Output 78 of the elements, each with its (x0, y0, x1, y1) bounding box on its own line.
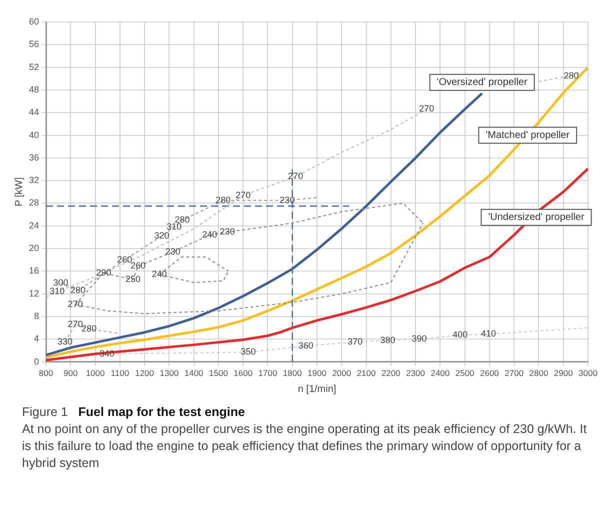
y-tick-label: 12 (28, 288, 40, 298)
annotation: 390 (412, 334, 427, 344)
annotation: 400 (452, 330, 468, 340)
x-tick-label: 2200 (381, 368, 401, 378)
x-tick-label: 2300 (406, 368, 426, 378)
y-tick-label: 24 (28, 220, 40, 230)
x-tick-label: 1400 (184, 368, 204, 378)
y-tick-label: 20 (28, 243, 40, 254)
annotation: 280 (216, 194, 231, 205)
annotation: 230 (165, 246, 180, 256)
y-tick-label: 36 (28, 152, 40, 162)
x-tick-label: 1000 (86, 368, 106, 378)
annotation: 230 (220, 226, 235, 237)
x-tick-label: 2900 (554, 368, 574, 378)
x-tick-label: 1200 (135, 368, 154, 378)
y-tick-label: 16 (28, 266, 40, 276)
x-tick-label: 3000 (578, 368, 598, 378)
annotation: 280 (82, 323, 97, 334)
annotation: 380 (380, 334, 396, 345)
y-tick-label: 40 (28, 130, 40, 140)
annotation: 260 (130, 260, 146, 271)
x-tick-label: 1100 (110, 368, 130, 378)
x-tick-label: 800 (38, 368, 54, 378)
y-tick-label: 60 (28, 16, 40, 26)
annotation: 310 (166, 221, 182, 232)
annotation: 'Undersized' propeller (488, 212, 585, 224)
annotation: 410 (480, 328, 496, 339)
annotation: 290 (96, 267, 112, 278)
x-tick-label: 1500 (209, 368, 228, 378)
annotation: 240 (202, 229, 218, 240)
x-tick-label: 2400 (430, 368, 450, 378)
annotation: 'Oversized' propeller (436, 77, 528, 88)
annotation: 300 (53, 278, 68, 288)
y-tick-label: 32 (28, 175, 40, 186)
x-tick-label: 2500 (455, 368, 475, 378)
y-tick-label: 52 (28, 62, 40, 72)
annotation: 310 (50, 286, 65, 296)
annotation: 350 (240, 346, 256, 357)
annotation: 360 (298, 340, 314, 350)
annotation: 270 (68, 318, 83, 329)
y-tick-label: 44 (28, 107, 40, 118)
x-tick-label: 2800 (529, 368, 548, 378)
annotation: 370 (348, 336, 363, 346)
x-tick-label: 1800 (282, 368, 302, 378)
annotation: 250 (125, 274, 140, 284)
x-tick-label: 2100 (356, 368, 376, 378)
x-axis-title: n [1/min] (298, 384, 336, 395)
x-tick-label: 2700 (504, 368, 524, 378)
y-tick-label: 48 (28, 84, 40, 94)
x-tick-label: 1300 (160, 368, 179, 378)
x-tick-label: 2600 (480, 368, 500, 378)
x-tick-label: 1600 (234, 368, 253, 378)
annotation: 340 (99, 348, 114, 358)
y-tick-label: 28 (28, 198, 40, 208)
x-tick-label: 2000 (332, 368, 352, 378)
text: Fuel map for the test engine (78, 405, 245, 419)
annotation: 270 (68, 299, 83, 310)
annotation: 320 (154, 230, 170, 241)
y-tick-label: 0 (34, 356, 40, 366)
y-axis-title: P [kW] (14, 177, 25, 207)
annotation: 270 (419, 104, 434, 114)
x-tick-label: 1700 (258, 368, 278, 378)
caption: Figure 1 (22, 405, 69, 419)
annotation: 'Matched' propeller (486, 130, 570, 142)
annotation: 270 (236, 190, 251, 200)
x-tick-label: 900 (64, 368, 78, 378)
annotation: 240 (152, 269, 167, 280)
y-tick-label: 56 (28, 39, 40, 50)
annotation: 270 (288, 171, 304, 182)
annotation: 230 (280, 194, 295, 205)
annotation: 260 (117, 254, 132, 264)
annotation: 280 (564, 70, 579, 80)
y-tick-label: 4 (34, 334, 40, 344)
y-tick-label: 8 (34, 310, 40, 321)
x-tick-label: 1900 (308, 368, 327, 378)
text: At no point on any of the propeller curves is the engine operating at its peak efficiency of 230 g/kWh. It is this failure to load the engine to peak efficiency that defines the primary window of opportunity for a hybrid system (22, 421, 588, 472)
annotation: 280 (70, 284, 86, 295)
annotation: 330 (57, 336, 72, 346)
